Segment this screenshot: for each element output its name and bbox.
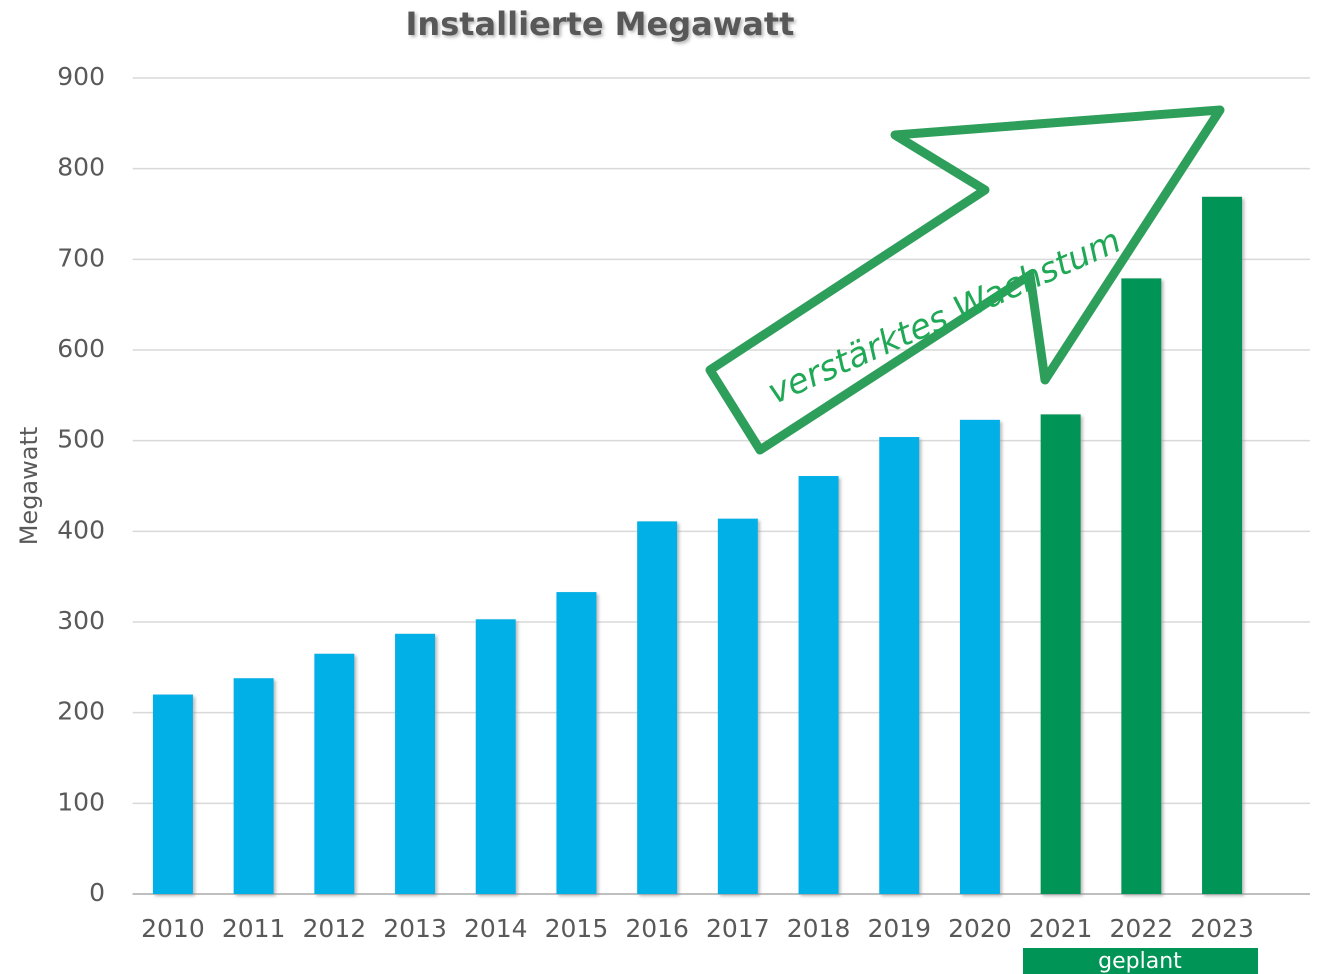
y-tick-label: 800 bbox=[57, 153, 105, 182]
x-tick-label: 2019 bbox=[867, 914, 931, 943]
y-tick-label: 700 bbox=[57, 243, 105, 272]
y-tick-label: 0 bbox=[89, 878, 105, 907]
bar bbox=[879, 437, 919, 894]
y-tick-label: 600 bbox=[57, 334, 105, 363]
bar bbox=[314, 654, 354, 894]
x-tick-label: 2021 bbox=[1029, 914, 1093, 943]
x-tick-label: 2016 bbox=[625, 914, 689, 943]
bar bbox=[234, 678, 274, 894]
x-tick-label: 2015 bbox=[545, 914, 609, 943]
x-tick-label: 2014 bbox=[464, 914, 528, 943]
y-tick-label: 400 bbox=[57, 515, 105, 544]
bar bbox=[476, 619, 516, 894]
bar bbox=[799, 476, 839, 894]
x-tick-label: 2020 bbox=[948, 914, 1012, 943]
bar bbox=[1041, 414, 1081, 894]
y-tick-label: 900 bbox=[57, 62, 105, 91]
bar bbox=[718, 519, 758, 894]
bar bbox=[395, 634, 435, 894]
bar bbox=[960, 420, 1000, 894]
bar bbox=[637, 521, 677, 894]
arrow-label: verstärktes Wachstum bbox=[762, 221, 1127, 413]
x-tick-label: 2022 bbox=[1110, 914, 1174, 943]
chart: Installierte Megawatt Megawatt 0 100 200 30… bbox=[0, 0, 1324, 974]
x-tick-label: 2012 bbox=[303, 914, 367, 943]
x-tick-label: 2023 bbox=[1190, 914, 1254, 943]
x-tick-label: 2013 bbox=[383, 914, 447, 943]
bar bbox=[1202, 197, 1242, 894]
x-tick-label: 2010 bbox=[141, 914, 205, 943]
y-tick-label: 500 bbox=[57, 425, 105, 454]
bar bbox=[556, 592, 596, 894]
y-axis-title: Megawatt bbox=[15, 427, 43, 546]
planned-label: geplant bbox=[1098, 949, 1182, 974]
y-tick-label: 300 bbox=[57, 606, 105, 635]
x-tick-label: 2017 bbox=[706, 914, 770, 943]
x-tick-label: 2011 bbox=[222, 914, 286, 943]
x-tick-label: 2018 bbox=[787, 914, 851, 943]
y-tick-label: 200 bbox=[57, 697, 105, 726]
bar bbox=[1121, 278, 1161, 894]
chart-title: Installierte Megawatt bbox=[406, 5, 795, 43]
y-tick-label: 100 bbox=[57, 787, 105, 816]
bar bbox=[153, 695, 193, 894]
